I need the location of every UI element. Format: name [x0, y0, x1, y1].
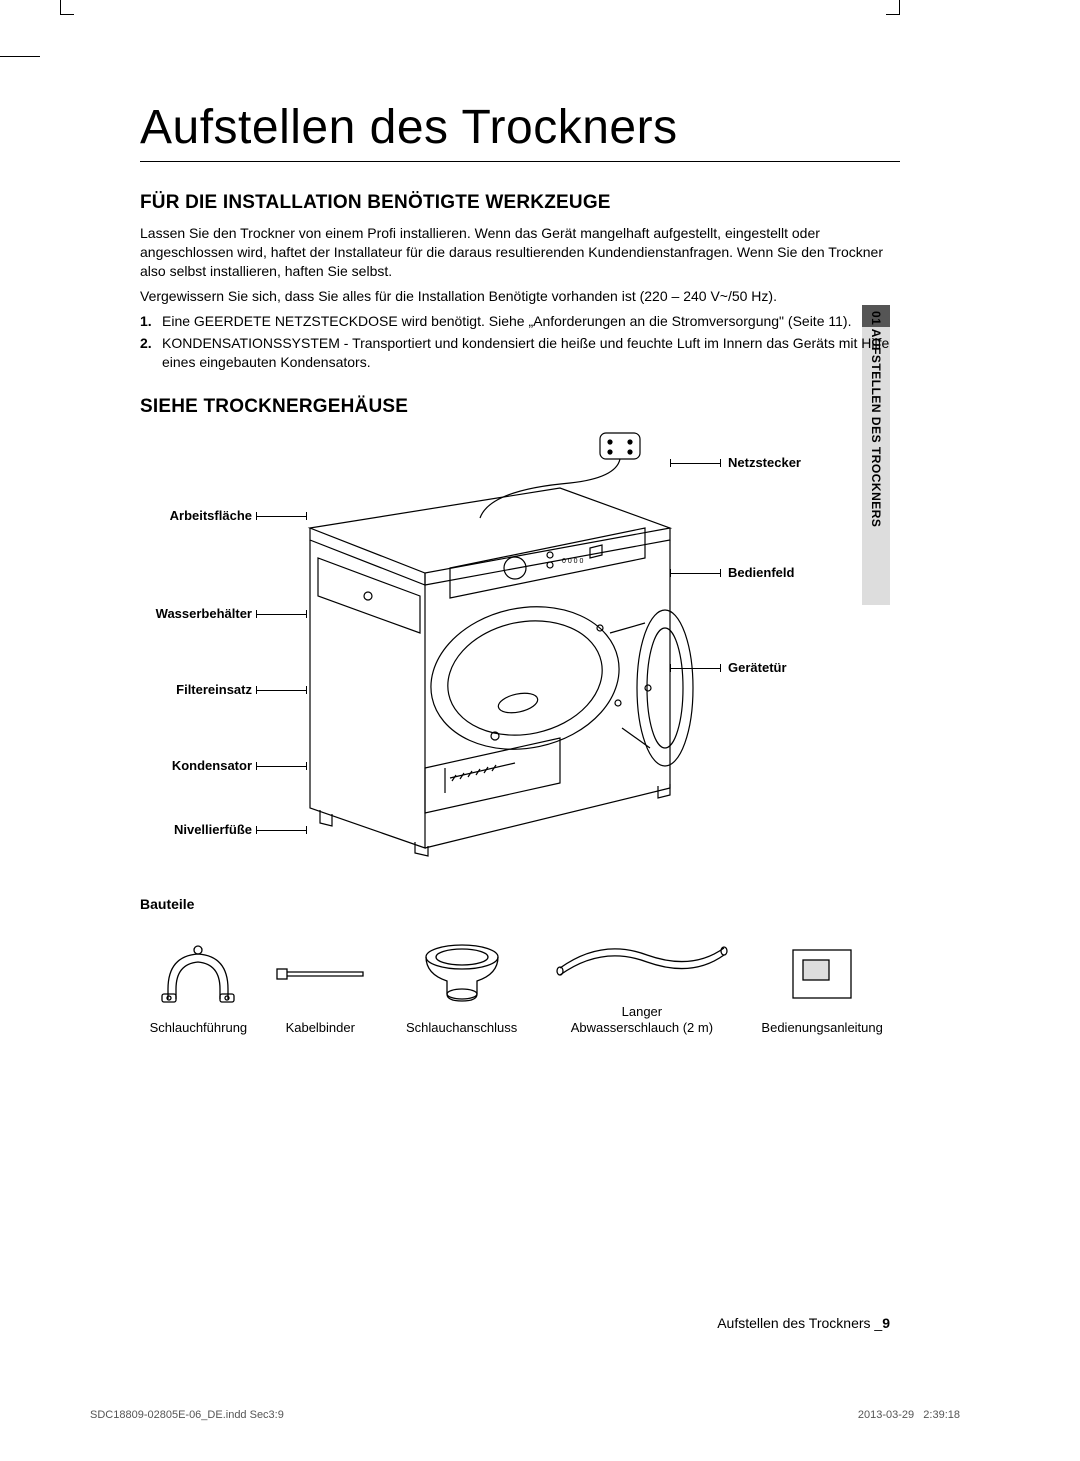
callout-tick: [306, 826, 307, 834]
callout-line: [256, 830, 306, 831]
callout-line: [256, 516, 306, 517]
part-label: Schlauchführung: [150, 1020, 248, 1036]
part-label: Kabelbinder: [286, 1020, 355, 1036]
paragraph: Lassen Sie den Trockner von einem Profi …: [140, 224, 900, 281]
parts-heading: Bauteile: [140, 896, 900, 912]
dryer-illustration: 0 0 0 0: [250, 428, 720, 858]
part-manual: Bedienungsanleitung: [744, 938, 900, 1036]
callout-label: Filtereinsatz: [176, 682, 252, 697]
hose-connector-icon: [417, 939, 507, 1009]
callout-line: [670, 668, 720, 669]
callout-tick: [306, 610, 307, 618]
callout-tick: [720, 459, 721, 467]
part-hose-guide: Schlauchführung: [140, 938, 257, 1036]
callout-label: Netzstecker: [728, 455, 801, 470]
parts-row: Schlauchführung Kabelbinder Schlauchansc…: [140, 922, 900, 1035]
callout-tick: [306, 686, 307, 694]
footer-page-ref: Aufstellen des Trockners _9: [717, 1315, 890, 1331]
callout-line: [670, 463, 720, 464]
footer-section-text: Aufstellen des Trockners _: [717, 1315, 882, 1331]
paragraph: Vergewissern Sie sich, dass Sie alles fü…: [140, 287, 900, 306]
crop-mark: [0, 56, 40, 57]
manual-icon: [787, 944, 857, 1004]
crop-mark: [60, 0, 74, 14]
list-text: KONDENSATIONSSYSTEM - Transportiert und …: [162, 334, 900, 372]
crop-mark: [60, 14, 74, 28]
hose-guide-icon: [158, 944, 238, 1004]
page-content: Aufstellen des Trockners FÜR DIE INSTALL…: [140, 100, 900, 1035]
svg-text:0 0 0 0: 0 0 0 0: [562, 558, 584, 565]
callout-label: Kondensator: [172, 758, 252, 773]
callout-label: Wasserbehälter: [156, 606, 252, 621]
part-label: Schlauchanschluss: [406, 1020, 517, 1036]
footer-time: 2:39:18: [923, 1409, 960, 1421]
callout-line: [256, 766, 306, 767]
callout-line: [256, 614, 306, 615]
part-label: Langer Abwasserschlauch (2 m): [571, 1004, 713, 1035]
part-cable-tie: Kabelbinder: [267, 938, 374, 1036]
callout-tick: [306, 512, 307, 520]
callout-tick: [720, 664, 721, 672]
footer-page-number: 9: [882, 1315, 890, 1331]
part-hose-connector: Schlauchanschluss: [384, 938, 540, 1036]
crop-mark: [886, 0, 900, 14]
dryer-diagram: 0 0 0 0: [140, 428, 900, 888]
drain-hose-icon: [552, 933, 732, 983]
page-title: Aufstellen des Trockners: [140, 100, 900, 162]
list-text: Eine GEERDETE NETZSTECKDOSE wird benötig…: [162, 312, 900, 331]
list-item: 1. Eine GEERDETE NETZSTECKDOSE wird benö…: [140, 312, 900, 331]
footer-datetime: 2013-03-29 2:39:18: [858, 1409, 960, 1421]
callout-tick: [306, 762, 307, 770]
footer-date: 2013-03-29: [858, 1409, 914, 1421]
part-drain-hose: Langer Abwasserschlauch (2 m): [549, 922, 734, 1035]
callout-label: Bedienfeld: [728, 565, 794, 580]
callout-line: [670, 573, 720, 574]
callout-line: [256, 690, 306, 691]
cable-tie-icon: [275, 959, 365, 989]
part-label: Bedienungsanleitung: [761, 1020, 882, 1036]
list-number: 1.: [140, 312, 162, 331]
list-item: 2. KONDENSATIONSSYSTEM - Transportiert u…: [140, 334, 900, 372]
heading-tools: FÜR DIE INSTALLATION BENÖTIGTE WERKZEUGE: [140, 192, 900, 214]
crop-mark: [886, 14, 900, 28]
callout-label: Arbeitsfläche: [170, 508, 252, 523]
callout-tick: [720, 569, 721, 577]
footer-file: SDC18809-02805E-06_DE.indd Sec3:9: [90, 1409, 284, 1421]
list-number: 2.: [140, 334, 162, 372]
heading-housing: SIEHE TROCKNERGEHÄUSE: [140, 396, 900, 418]
callout-label: Nivellierfüße: [174, 822, 252, 837]
callout-label: Gerätetür: [728, 660, 787, 675]
